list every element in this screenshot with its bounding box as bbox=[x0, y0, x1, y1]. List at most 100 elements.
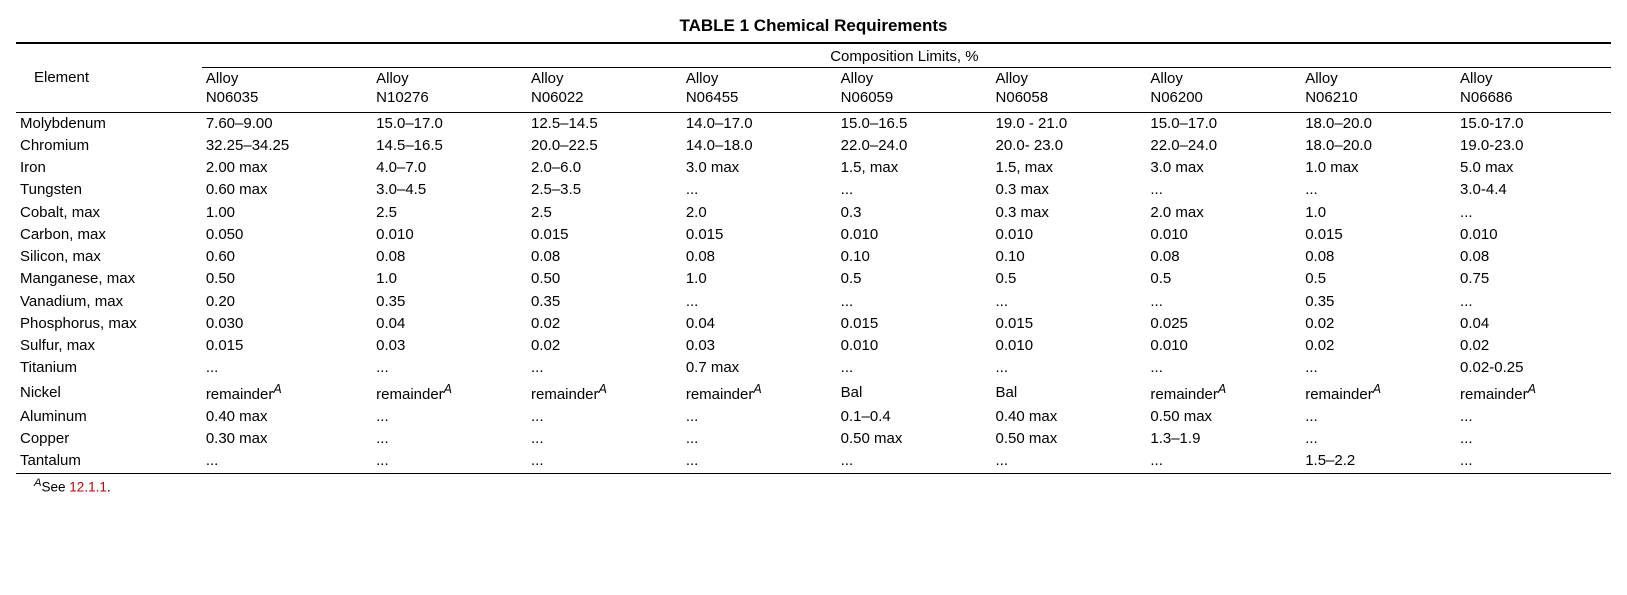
element-cell: Phosphorus, max bbox=[16, 313, 202, 335]
value-cell: 1.00 bbox=[202, 202, 372, 224]
value-cell: 0.02-0.25 bbox=[1456, 357, 1611, 379]
element-cell: Nickel bbox=[16, 380, 202, 406]
value-cell: 0.010 bbox=[837, 335, 992, 357]
value-cell: ... bbox=[1146, 291, 1301, 313]
value-cell: 18.0–20.0 bbox=[1301, 135, 1456, 157]
value-cell: ... bbox=[202, 450, 372, 473]
value-cell: 1.5, max bbox=[837, 157, 992, 179]
value-cell: 20.0–22.5 bbox=[527, 135, 682, 157]
value-cell: 3.0–4.5 bbox=[372, 179, 527, 201]
value-cell: ... bbox=[372, 406, 527, 428]
column-header-alloy: AlloyN06200 bbox=[1146, 68, 1301, 113]
value-cell: 0.5 bbox=[1301, 268, 1456, 290]
column-header-alloy: AlloyN06059 bbox=[837, 68, 992, 113]
value-cell: 4.0–7.0 bbox=[372, 157, 527, 179]
value-cell: ... bbox=[992, 450, 1147, 473]
value-cell: 0.1–0.4 bbox=[837, 406, 992, 428]
column-header-alloy: AlloyN06210 bbox=[1301, 68, 1456, 113]
value-cell: ... bbox=[682, 179, 837, 201]
column-group-header: Composition Limits, % bbox=[202, 43, 1611, 68]
value-cell: remainderA bbox=[372, 380, 527, 406]
value-cell: 0.08 bbox=[1146, 246, 1301, 268]
value-cell: ... bbox=[837, 179, 992, 201]
value-cell: 1.0 max bbox=[1301, 157, 1456, 179]
value-cell: 2.0 bbox=[682, 202, 837, 224]
footnote-link[interactable]: 12.1.1 bbox=[69, 479, 107, 494]
value-cell: 0.10 bbox=[992, 246, 1147, 268]
value-cell: 20.0- 23.0 bbox=[992, 135, 1147, 157]
value-cell: 32.25–34.25 bbox=[202, 135, 372, 157]
value-cell: 0.04 bbox=[682, 313, 837, 335]
element-cell: Carbon, max bbox=[16, 224, 202, 246]
value-cell: 0.010 bbox=[1456, 224, 1611, 246]
value-cell: 0.75 bbox=[1456, 268, 1611, 290]
value-cell: 0.010 bbox=[1146, 335, 1301, 357]
element-cell: Silicon, max bbox=[16, 246, 202, 268]
value-cell: Bal bbox=[837, 380, 992, 406]
value-cell: 0.030 bbox=[202, 313, 372, 335]
footnote-text: See bbox=[42, 479, 70, 494]
value-cell: 0.5 bbox=[992, 268, 1147, 290]
value-cell: 1.0 bbox=[682, 268, 837, 290]
value-cell: remainderA bbox=[527, 380, 682, 406]
element-cell: Chromium bbox=[16, 135, 202, 157]
value-cell: 0.015 bbox=[1301, 224, 1456, 246]
value-cell: 0.60 max bbox=[202, 179, 372, 201]
value-cell: remainderA bbox=[202, 380, 372, 406]
value-cell: ... bbox=[1301, 179, 1456, 201]
value-cell: 0.015 bbox=[527, 224, 682, 246]
value-cell: 22.0–24.0 bbox=[837, 135, 992, 157]
value-cell: 0.010 bbox=[372, 224, 527, 246]
value-cell: Bal bbox=[992, 380, 1147, 406]
column-header-alloy: AlloyN06035 bbox=[202, 68, 372, 113]
column-header-alloy: AlloyN10276 bbox=[372, 68, 527, 113]
value-cell: 2.00 max bbox=[202, 157, 372, 179]
value-cell: 0.025 bbox=[1146, 313, 1301, 335]
value-cell: ... bbox=[372, 428, 527, 450]
value-cell: remainderA bbox=[682, 380, 837, 406]
value-cell: 0.02 bbox=[1301, 313, 1456, 335]
value-cell: 0.50 max bbox=[992, 428, 1147, 450]
column-header-element: Element bbox=[16, 43, 202, 112]
value-cell: 15.0-17.0 bbox=[1456, 112, 1611, 135]
value-cell: 14.5–16.5 bbox=[372, 135, 527, 157]
element-cell: Copper bbox=[16, 428, 202, 450]
value-cell: ... bbox=[202, 357, 372, 379]
value-cell: 0.5 bbox=[1146, 268, 1301, 290]
value-cell: ... bbox=[1146, 179, 1301, 201]
value-cell: ... bbox=[1301, 406, 1456, 428]
value-cell: 0.3 max bbox=[992, 179, 1147, 201]
value-cell: 15.0–16.5 bbox=[837, 112, 992, 135]
value-cell: 0.08 bbox=[527, 246, 682, 268]
value-cell: ... bbox=[992, 357, 1147, 379]
table-footnote: ASee 12.1.1. bbox=[16, 474, 1611, 495]
value-cell: 0.35 bbox=[1301, 291, 1456, 313]
value-cell: 0.010 bbox=[992, 335, 1147, 357]
value-cell: 0.015 bbox=[837, 313, 992, 335]
value-cell: 7.60–9.00 bbox=[202, 112, 372, 135]
value-cell: 0.7 max bbox=[682, 357, 837, 379]
table-title: TABLE 1 Chemical Requirements bbox=[16, 16, 1611, 36]
value-cell: ... bbox=[682, 428, 837, 450]
value-cell: 0.02 bbox=[1301, 335, 1456, 357]
value-cell: 0.50 bbox=[527, 268, 682, 290]
value-cell: 0.04 bbox=[1456, 313, 1611, 335]
value-cell: 0.35 bbox=[527, 291, 682, 313]
value-cell: 0.08 bbox=[1301, 246, 1456, 268]
value-cell: 0.30 max bbox=[202, 428, 372, 450]
value-cell: 0.08 bbox=[372, 246, 527, 268]
element-cell: Vanadium, max bbox=[16, 291, 202, 313]
value-cell: 0.5 bbox=[837, 268, 992, 290]
value-cell: ... bbox=[682, 291, 837, 313]
element-cell: Sulfur, max bbox=[16, 335, 202, 357]
value-cell: 19.0-23.0 bbox=[1456, 135, 1611, 157]
value-cell: 0.40 max bbox=[992, 406, 1147, 428]
value-cell: 2.5–3.5 bbox=[527, 179, 682, 201]
element-cell: Tungsten bbox=[16, 179, 202, 201]
value-cell: ... bbox=[1301, 357, 1456, 379]
value-cell: 3.0-4.4 bbox=[1456, 179, 1611, 201]
chemical-requirements-table: ElementComposition Limits, %AlloyN06035A… bbox=[16, 42, 1611, 474]
value-cell: 22.0–24.0 bbox=[1146, 135, 1301, 157]
value-cell: 3.0 max bbox=[682, 157, 837, 179]
column-header-alloy: AlloyN06022 bbox=[527, 68, 682, 113]
